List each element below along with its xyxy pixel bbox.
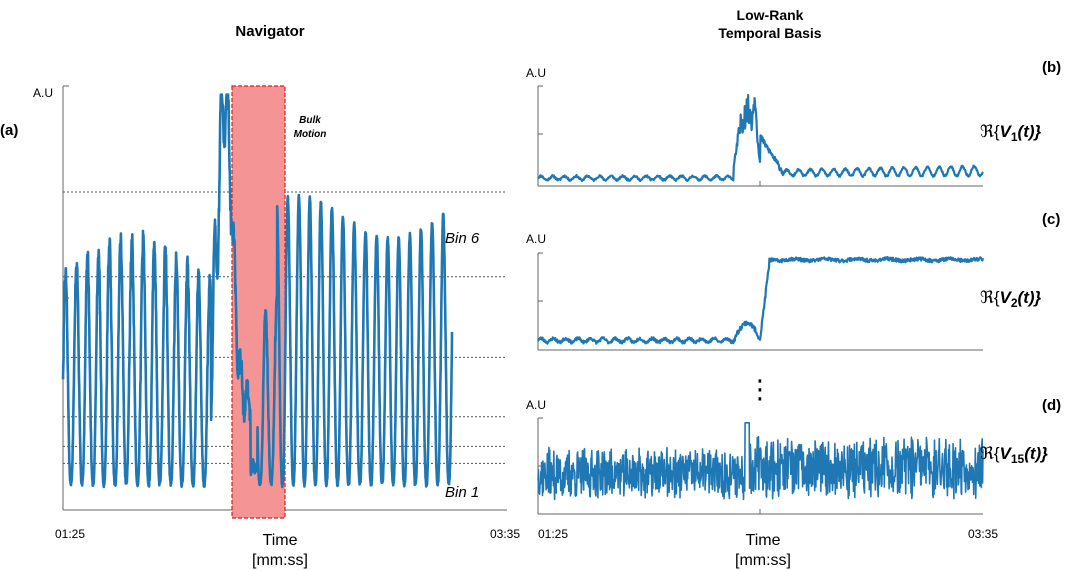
basis-15-label-suffix: (t)} [1024,444,1048,463]
navigator-x-label-time: Time [263,532,298,549]
basis-15-label-prefix: ℜ{ [980,444,1000,463]
navigator-x-tick-end: 03:35 [490,527,520,541]
basis-1-y-axis-label: A.U [526,66,546,80]
panel-label-b: (b) [1042,59,1061,76]
basis-2-series-line [537,256,985,345]
panel-label-a: (a) [0,122,18,139]
basis-1-axes [537,85,983,187]
navigator-y-axis-label: A.U [33,86,53,100]
bin-1-label: Bin 1 [445,484,479,501]
basis-15-label: ℜ{V15(t)} [980,444,1048,466]
basis-1-label-prefix: ℜ{ [980,122,1000,141]
bulk-motion-label-line2: Motion [294,129,327,140]
basis-1-label-suffix: (t)} [1018,122,1042,141]
basis-title-line1: Low-Rank [737,7,804,23]
basis-1-label-subscript: 1 [1011,130,1018,144]
navigator-x-tick-start: 01:25 [55,527,85,541]
ellipsis-vertical: ⋮ [747,374,773,404]
basis-2-label-prefix: ℜ{ [980,288,1000,307]
basis-2-label-subscript: 2 [1011,296,1018,310]
navigator-series-line [61,93,454,489]
basis-15-label-main: V [1000,444,1013,463]
basis-15-y-axis-label: A.U [526,398,546,412]
panel-label-c: (c) [1042,211,1060,228]
basis-15-axes [537,417,983,515]
basis-x-tick-start: 01:25 [538,527,568,541]
basis-15-series-line [537,422,984,501]
basis-x-label-time: Time [746,532,781,549]
basis-1-label-main: V [1000,122,1013,141]
basis-2-axes [537,252,983,351]
basis-1-label: ℜ{V1(t)} [980,122,1042,144]
panel-label-d: (d) [1042,397,1061,414]
basis-1-series-line [537,94,984,182]
navigator-x-label-unit: [mm:ss] [252,552,308,569]
basis-x-tick-end: 03:35 [968,527,998,541]
navigator-title: Navigator [235,23,304,40]
basis-x-label-unit: [mm:ss] [735,552,791,569]
bulk-motion-label-line1: Bulk [299,115,321,126]
basis-2-label-suffix: (t)} [1018,288,1042,307]
basis-2-label: ℜ{V2(t)} [980,288,1042,310]
basis-2-label-main: V [1000,288,1013,307]
basis-title-line2: Temporal Basis [718,25,821,41]
bin-6-label: Bin 6 [445,230,480,247]
basis-15-label-subscript: 15 [1011,452,1025,466]
basis-2-y-axis-label: A.U [526,232,546,246]
